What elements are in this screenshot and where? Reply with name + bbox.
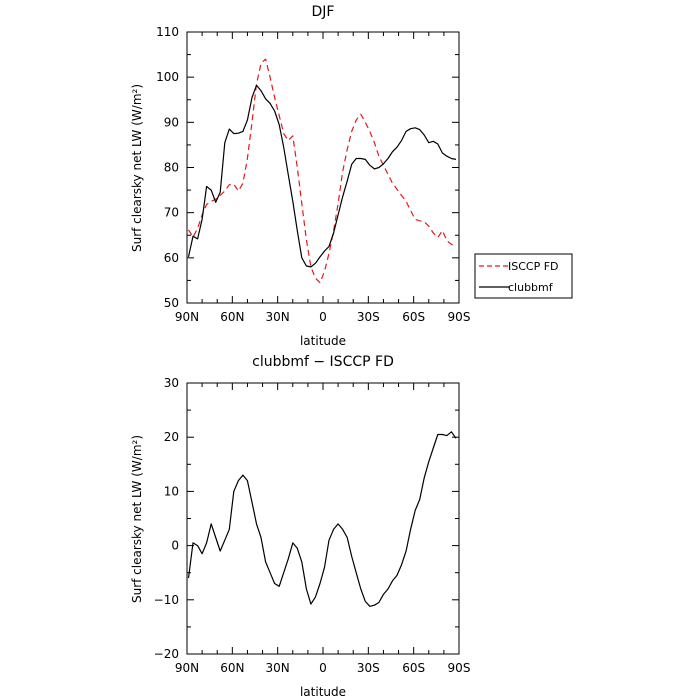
- y-tick-label: 80: [164, 161, 179, 175]
- y-tick-label: 110: [156, 25, 179, 39]
- plot-frame-djf: [186, 31, 460, 304]
- x-tick-label: 30N: [266, 661, 290, 675]
- y-tick-label: 30: [164, 376, 179, 390]
- series-group-djf: [187, 58, 457, 284]
- x-tick-label: 60N: [220, 661, 244, 675]
- x-tick-label: 0: [319, 661, 327, 675]
- y-tick-label: −20: [154, 647, 179, 661]
- ticks-difference: −20 −10 0 10 20 30 90N 60N 30N 0 30S 60S 90S: [154, 376, 471, 675]
- y-tick-label: 70: [164, 206, 179, 220]
- y-tick-label: −10: [154, 593, 179, 607]
- x-tick-label: 90S: [448, 661, 471, 675]
- y-tick-label: 0: [171, 539, 179, 553]
- series-line-difference: [187, 431, 457, 607]
- chart-title-difference: clubbmf − ISCCP FD: [252, 354, 394, 370]
- x-tick-label: 60S: [402, 310, 425, 324]
- y-tick-label: 50: [164, 296, 179, 310]
- legend: ISCCP FD clubbmf: [474, 253, 573, 299]
- chart-title-djf: DJF: [312, 4, 335, 20]
- y-tick-label: 10: [164, 484, 179, 498]
- legend-label-isccp: ISCCP FD: [508, 260, 559, 273]
- x-axis-title-djf: latitude: [300, 334, 346, 348]
- legend-box: [474, 253, 573, 299]
- x-tick-label: 90N: [175, 661, 199, 675]
- y-tick-label: 20: [164, 430, 179, 444]
- x-tick-label: 90S: [448, 310, 471, 324]
- y-tick-label: 100: [156, 70, 179, 84]
- y-axis-title-djf: Surf clearsky net LW (W/m²): [130, 84, 144, 252]
- y-axis-title-difference: Surf clearsky net LW (W/m²): [130, 435, 144, 603]
- x-axis-title-difference: latitude: [300, 685, 346, 699]
- x-tick-label: 60S: [402, 661, 425, 675]
- x-tick-label: 30N: [266, 310, 290, 324]
- y-tick-label: 90: [164, 115, 179, 129]
- plot-frame-difference: [186, 382, 460, 655]
- x-tick-label: 90N: [175, 310, 199, 324]
- series-line-clubbmf: [187, 84, 457, 268]
- chart-difference: clubbmf − ISCCP FD −20 −10 0 10 20 30 90N 60N 30…: [130, 354, 470, 699]
- x-tick-label: 30S: [357, 310, 380, 324]
- series-group-difference: [187, 431, 457, 607]
- legend-label-clubbmf: clubbmf: [508, 281, 554, 294]
- x-tick-label: 30S: [357, 661, 380, 675]
- ticks-djf: 50 60 70 80 90 100 110 90N 60N 30N 0 30S 60S 90S: [156, 25, 470, 324]
- series-line-isccp-fd: [187, 58, 457, 284]
- x-tick-label: 0: [319, 310, 327, 324]
- x-tick-label: 60N: [220, 310, 244, 324]
- y-tick-label: 60: [164, 251, 179, 265]
